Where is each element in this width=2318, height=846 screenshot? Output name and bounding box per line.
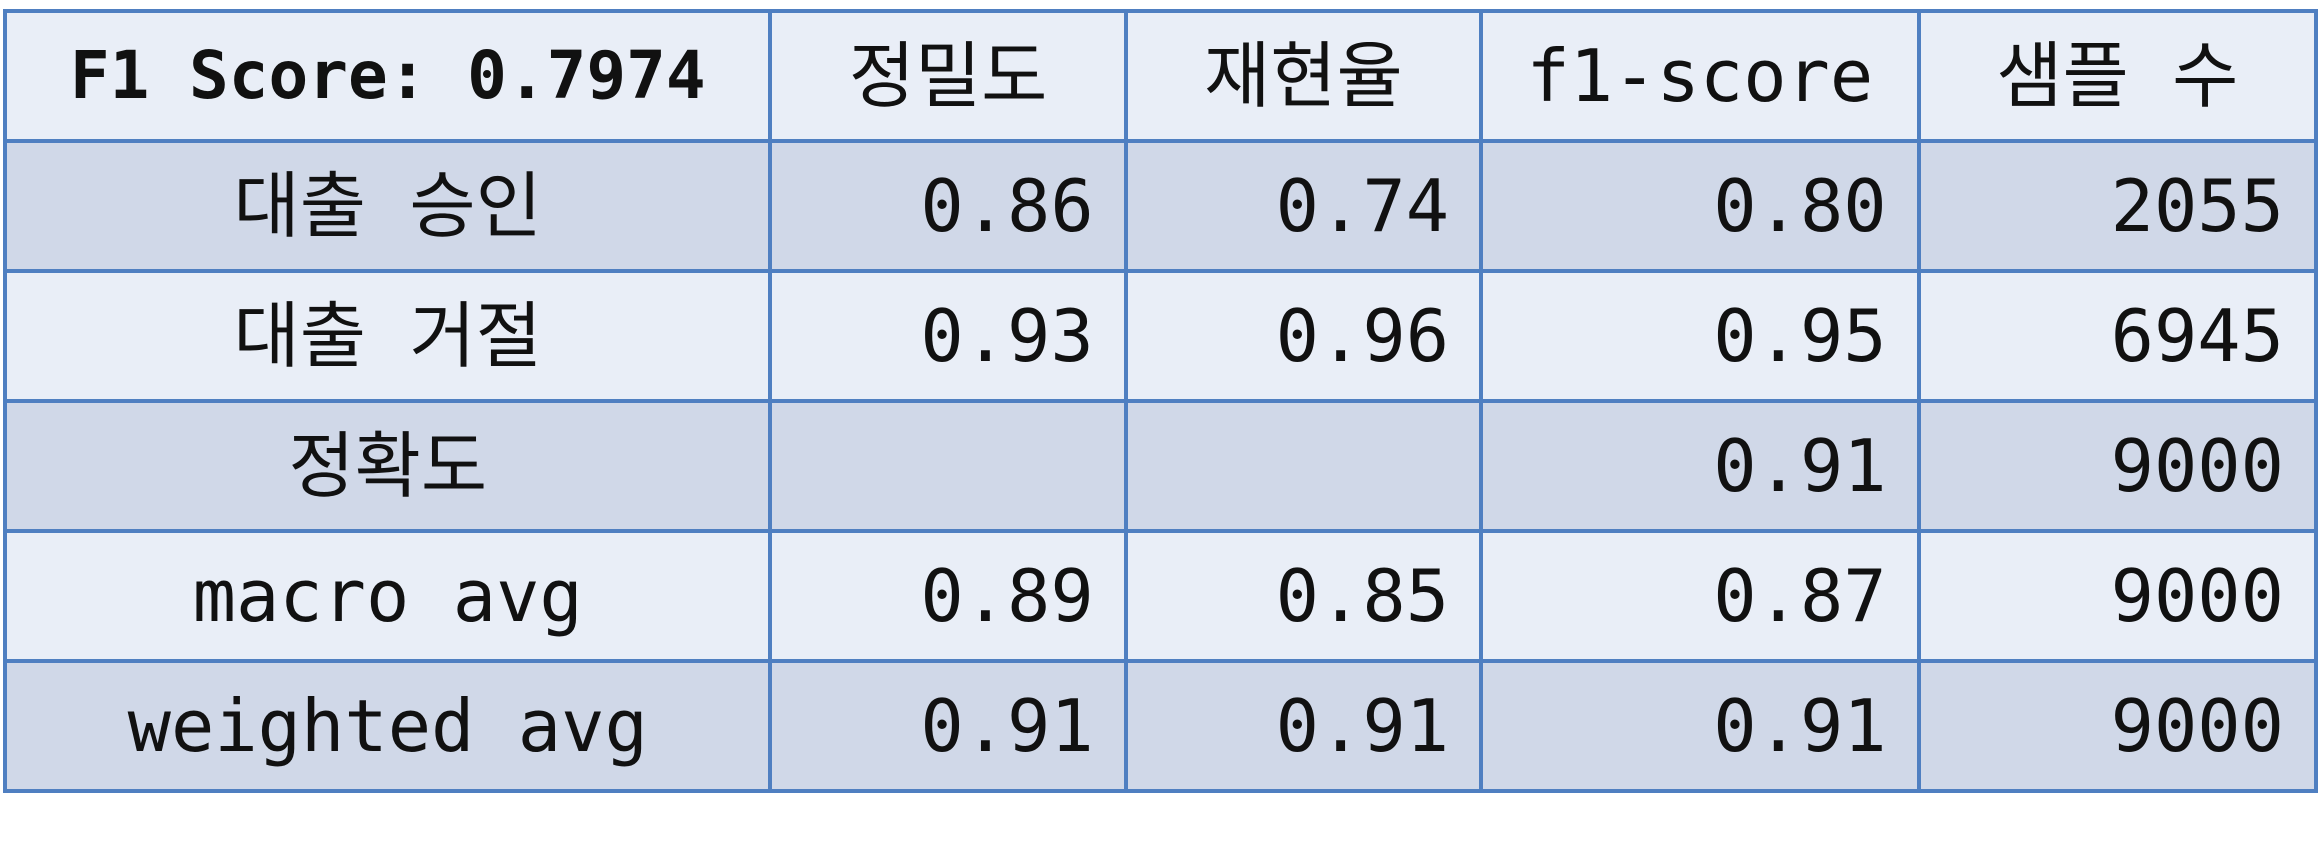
f1-score-cell: 0.91 <box>1479 659 1921 793</box>
classification-report-table: F1 Score: 0.7974 정밀도 재현율 f1-score 샘플 수 대… <box>2 9 2318 793</box>
recall-cell: 0.96 <box>1123 269 1484 403</box>
table-row-loan-rejected: 대출 거절 0.93 0.96 0.95 6945 <box>2 269 2318 403</box>
table-title: F1 Score: 0.7974 <box>2 9 773 143</box>
support-cell: 9000 <box>1916 399 2318 533</box>
row-label: macro avg <box>2 529 773 663</box>
row-label: weighted avg <box>2 659 773 793</box>
f1-score-cell: 0.80 <box>1479 139 1921 273</box>
precision-cell: 0.86 <box>768 139 1128 273</box>
row-label: 정확도 <box>2 399 773 533</box>
precision-cell: 0.91 <box>768 659 1128 793</box>
row-label: 대출 거절 <box>2 269 773 403</box>
row-label: 대출 승인 <box>2 139 773 273</box>
support-cell: 6945 <box>1916 269 2318 403</box>
precision-cell <box>768 399 1128 533</box>
header-row: F1 Score: 0.7974 정밀도 재현율 f1-score 샘플 수 <box>2 9 2318 143</box>
column-header-recall: 재현율 <box>1123 9 1484 143</box>
precision-cell: 0.93 <box>768 269 1128 403</box>
precision-cell: 0.89 <box>768 529 1128 663</box>
support-cell: 9000 <box>1916 659 2318 793</box>
recall-cell <box>1123 399 1484 533</box>
f1-score-cell: 0.87 <box>1479 529 1921 663</box>
recall-cell: 0.74 <box>1123 139 1484 273</box>
f1-score-cell: 0.91 <box>1479 399 1921 533</box>
table-row-loan-approved: 대출 승인 0.86 0.74 0.80 2055 <box>2 139 2318 273</box>
support-cell: 2055 <box>1916 139 2318 273</box>
table-row-macro-avg: macro avg 0.89 0.85 0.87 9000 <box>2 529 2318 663</box>
f1-score-cell: 0.95 <box>1479 269 1921 403</box>
recall-cell: 0.91 <box>1123 659 1484 793</box>
column-header-support: 샘플 수 <box>1916 9 2318 143</box>
column-header-f1-score: f1-score <box>1479 9 1921 143</box>
column-header-precision: 정밀도 <box>768 9 1128 143</box>
table-row-weighted-avg: weighted avg 0.91 0.91 0.91 9000 <box>2 659 2318 793</box>
table-row-accuracy: 정확도 0.91 9000 <box>2 399 2318 533</box>
recall-cell: 0.85 <box>1123 529 1484 663</box>
support-cell: 9000 <box>1916 529 2318 663</box>
